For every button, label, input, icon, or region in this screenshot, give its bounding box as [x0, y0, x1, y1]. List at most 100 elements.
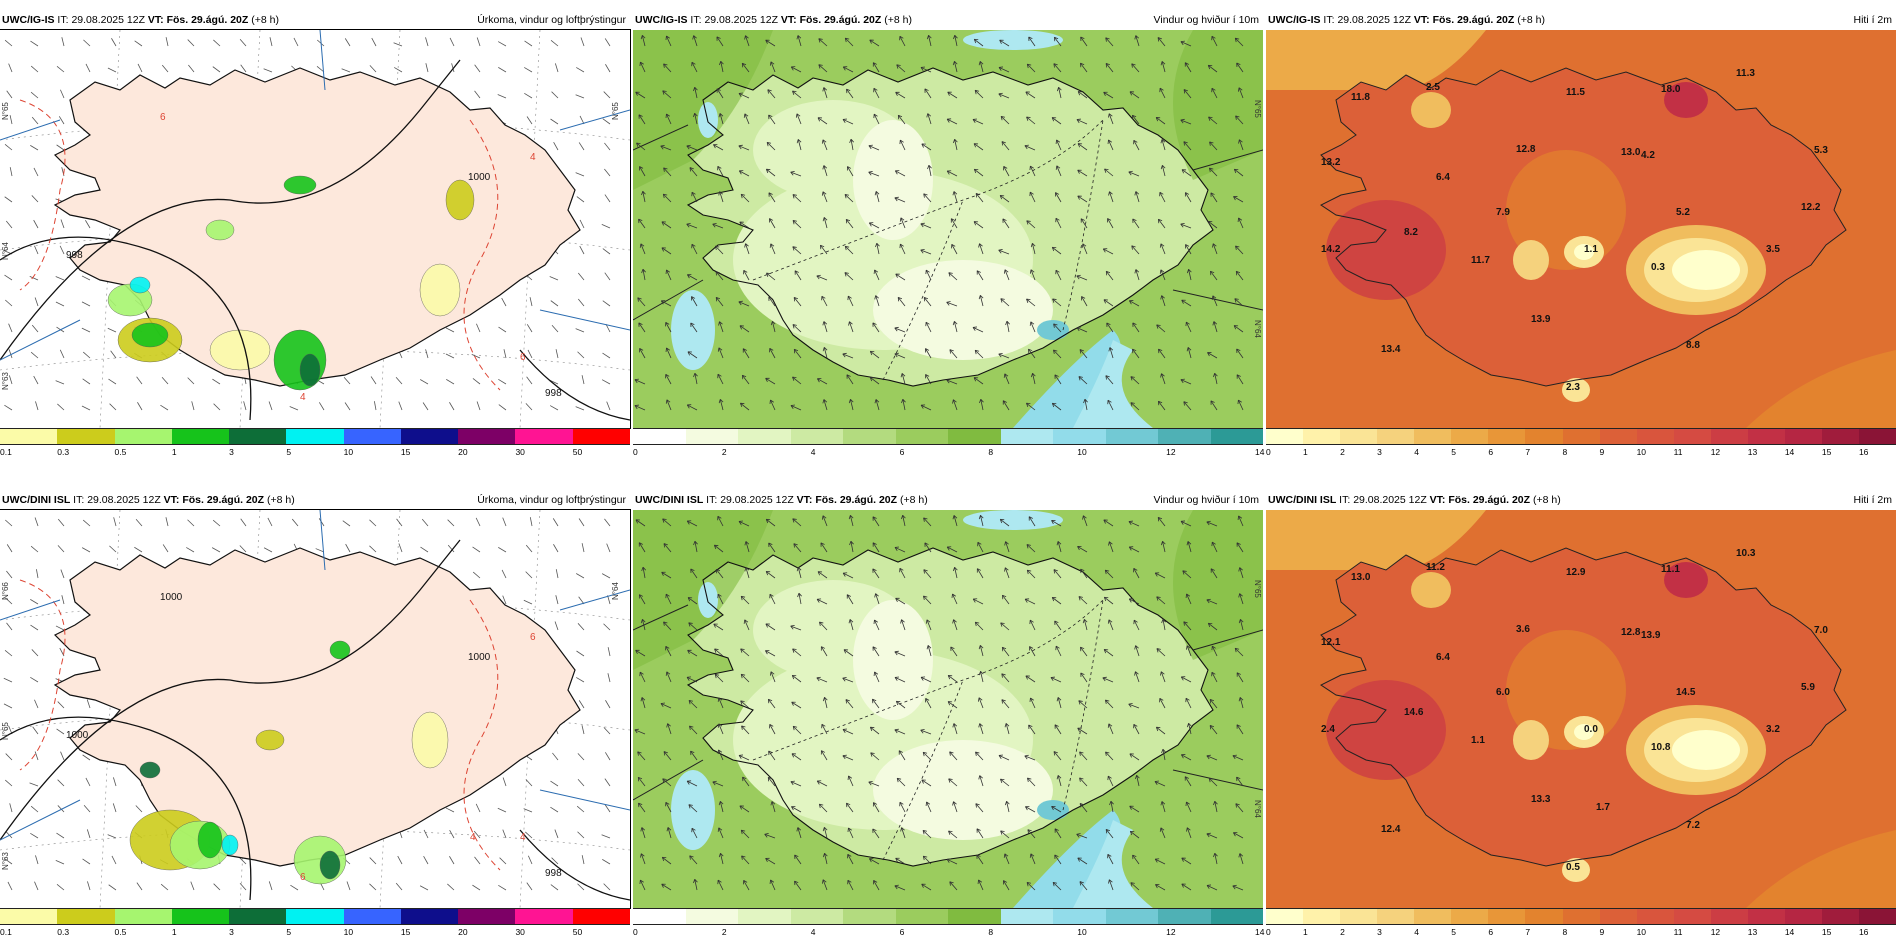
- colorbar-swatch: [1105, 909, 1158, 924]
- temperature-value: 2.3: [1566, 382, 1580, 393]
- colorbar-swatch: [633, 909, 686, 924]
- colorbar-ticks: 0.1 0.3 0.5 1 3 5 10 15 20 30 50: [0, 926, 630, 940]
- map-canvas: 11.2 13.0 12.9 11.1 10.3 12.1 3.6 13.912.8 7.0 6.…: [1266, 510, 1896, 908]
- colorbar-tick-label: 3: [229, 447, 234, 457]
- isobars: [0, 539, 630, 901]
- colorbar-tick-label: 12: [1710, 927, 1721, 937]
- colorbar-swatch: [1303, 429, 1341, 444]
- colorbar-swatch: [1710, 909, 1748, 924]
- panel-igis-temp: UWC/IG-IS IT: 29.08.2025 12Z VT: Fös. 29…: [1266, 10, 1897, 470]
- temperature-value: 7.2: [1686, 820, 1700, 831]
- isobar-label: 4: [300, 392, 306, 403]
- colorbar-tick-label: 0: [633, 927, 638, 937]
- temperature-value: 12.9: [1566, 567, 1586, 578]
- valid-time: Fös. 29.ágú. 20Z: [1448, 494, 1531, 506]
- colorbar-swatch: [1859, 429, 1897, 444]
- colorbar-tick-label: 9: [1599, 927, 1605, 937]
- colorbar-tick-label: 4: [810, 927, 816, 937]
- temperature-value: 10.8: [1651, 742, 1671, 753]
- map-area: 2.5 11.8 11.5 18.0 11.3 13.2 12.8 4.2 13.0 5.3 6.4…: [1266, 30, 1896, 428]
- colorbar-swatch: [1821, 909, 1859, 924]
- colorbar-swatch: [286, 429, 344, 444]
- colorbar-swatch: [685, 429, 738, 444]
- isobar-label: 6: [160, 112, 166, 123]
- colorbar-tick-label: 0: [633, 447, 638, 457]
- colorbar-swatch: [57, 909, 115, 924]
- vt-label: VT:: [163, 494, 180, 506]
- colorbar-swatch: [1158, 429, 1211, 444]
- colorbar-swatch: [1000, 909, 1053, 924]
- colorbar-swatch: [895, 909, 948, 924]
- latitude-label: N°63: [1, 372, 10, 390]
- field-title: Vindur og hviður í 10m: [1153, 14, 1259, 26]
- colorbar-swatch: [1525, 909, 1563, 924]
- map-area: 1000 1000 998 1000 6 4 6 4 N°66 N°65 N°64 N°63: [0, 509, 631, 909]
- colorbar-tick-label: 0.5: [114, 447, 127, 457]
- temperature-value: 4.2: [1641, 150, 1655, 161]
- temperature-value: 11.7: [1471, 255, 1490, 266]
- temperature-value: 10.3: [1736, 548, 1756, 559]
- temperature-value: 11.8: [1351, 92, 1370, 103]
- init-time: 29.08.2025 12Z: [71, 14, 145, 26]
- latitude-label: N°63: [1, 852, 10, 870]
- colorbar-tick-label: 1: [1303, 927, 1308, 937]
- colorbar-tick-label: 5: [286, 927, 292, 937]
- temperature-value: 13.2: [1321, 157, 1341, 168]
- colorbar-ticks: 0 1 2 3 4 5 6 7 8 9 10 11 12 13 14 15 16: [1266, 446, 1896, 460]
- panel-dini-precip: UWC/DINI ISL IT: 29.08.2025 12Z VT: Fös.…: [0, 490, 631, 950]
- latitude-label: N°65: [1253, 100, 1262, 118]
- colorbar-tick-label: 15: [1821, 447, 1832, 457]
- colorbar-ticks: 0 1 2 3 4 5 6 7 8 9 10 11 12 13 14 15 16: [1266, 926, 1896, 940]
- isobar-label: 6: [530, 632, 536, 643]
- latitude-label: N°65: [1253, 580, 1262, 598]
- colorbar-swatch: [1859, 909, 1897, 924]
- colorbar-tick-label: 4: [1414, 927, 1419, 937]
- colorbar-tick-label: 10: [1636, 927, 1647, 937]
- colorbar-swatch: [1784, 429, 1822, 444]
- iceland-coastline: [1320, 547, 1847, 867]
- geopotential-lines: [0, 510, 630, 841]
- latitude-label: N°65: [1, 722, 10, 740]
- temperature-value: 8.2: [1404, 227, 1418, 238]
- colorbar-tick-label: 15: [1821, 927, 1832, 937]
- temperature-value: 12.8: [1516, 144, 1536, 155]
- colorbar-swatch: [400, 909, 459, 924]
- colorbar-swatch: [229, 909, 287, 924]
- lead-time: (+8 h): [899, 494, 928, 506]
- precip-areas: [107, 175, 475, 391]
- temperature-value: 0.5: [1566, 862, 1580, 873]
- colorbar-swatch: [229, 429, 287, 444]
- colorbar-swatch: [1451, 429, 1489, 444]
- colorbar-swatch: [343, 909, 401, 924]
- colorbar-ticks: 0 2 4 6 8 10 12 14: [633, 926, 1264, 940]
- lead-time: (+8 h): [884, 14, 912, 26]
- isobars: [0, 59, 630, 421]
- colorbar-tick-label: 1: [171, 447, 177, 457]
- colorbar-swatch: [57, 429, 115, 444]
- colorbar-ticks: 0 2 4 6 8 10 12 14: [633, 446, 1264, 460]
- temperature-value: 0.0: [1584, 724, 1598, 735]
- colorbar-swatch: [1525, 429, 1563, 444]
- colorbar-tick-label: 6: [1488, 927, 1494, 937]
- map-area: 11.2 13.0 12.9 11.1 10.3 12.1 3.6 13.9 12.8 7.0 6.…: [1266, 510, 1896, 908]
- colorbar-swatch: [1636, 429, 1674, 444]
- colorbar-swatch: [114, 909, 172, 924]
- colorbar-tick-label: 12: [1710, 447, 1721, 457]
- colorbar-tick-label: 3: [1377, 927, 1382, 937]
- colorbar-tick-label: 30: [515, 447, 525, 457]
- colorbar-tick-label: 7: [1525, 927, 1531, 937]
- colorbar-tick-label: 6: [899, 447, 905, 457]
- colorbar-tick-label: 0.3: [57, 447, 70, 457]
- temperature-value: 7.9: [1496, 207, 1510, 218]
- temperature-value: 2.5: [1426, 82, 1440, 93]
- model-name: UWC/IG-IS: [2, 14, 55, 26]
- map-area: N°65 N°64: [633, 30, 1263, 428]
- colorbar-tick-label: 0.1: [0, 927, 12, 937]
- temperature-value: 14.5: [1676, 687, 1696, 698]
- graticule: [633, 604, 1263, 801]
- colorbar-swatch: [1340, 429, 1378, 444]
- isobar-label: 4: [470, 832, 476, 843]
- isobar-label: 6: [300, 872, 306, 883]
- temperature-value: 13.3: [1531, 794, 1551, 805]
- temperature-fill: [1266, 30, 1896, 428]
